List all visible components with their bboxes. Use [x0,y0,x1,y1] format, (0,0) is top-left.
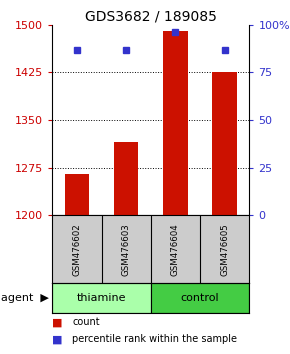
Bar [52,284,151,313]
Text: GSM476603: GSM476603 [122,223,131,276]
Text: percentile rank within the sample: percentile rank within the sample [72,335,238,344]
Text: thiamine: thiamine [77,293,126,303]
Text: count: count [72,318,100,327]
Bar [151,284,249,313]
Text: ■: ■ [52,318,63,327]
Text: agent  ▶: agent ▶ [1,293,49,303]
Bar [212,73,237,215]
Text: GSM476604: GSM476604 [171,223,180,276]
Text: control: control [181,293,220,303]
Text: ■: ■ [52,335,63,344]
Bar [64,174,89,215]
Text: GSM476602: GSM476602 [72,223,81,276]
Text: GSM476605: GSM476605 [220,223,229,276]
Bar [114,142,139,215]
Title: GDS3682 / 189085: GDS3682 / 189085 [85,10,217,24]
Bar [163,31,188,215]
